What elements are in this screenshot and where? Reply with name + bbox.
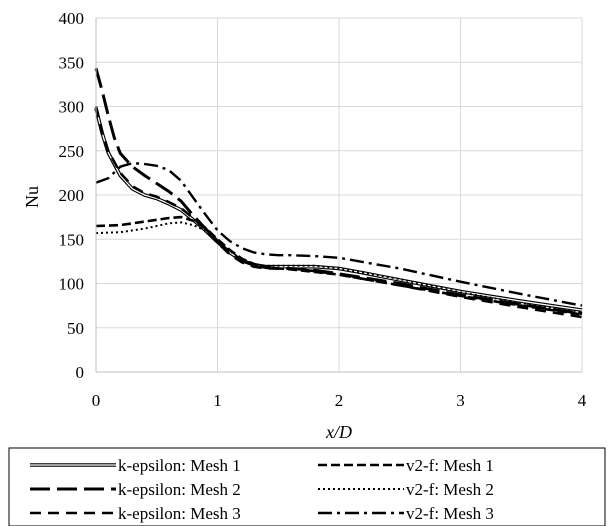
y-tick-label: 200 [59,186,85,205]
x-tick-label: 3 [456,391,465,410]
y-tick-label: 50 [67,319,84,338]
x-tick-label: 2 [335,391,344,410]
series-line [94,106,583,319]
series-k-epsilon-mesh-2 [94,68,583,316]
y-tick-label: 250 [59,142,85,161]
legend-item: k-epsilon: Mesh 1 [30,456,241,475]
grid-lines [96,17,583,372]
legend-label: k-epsilon: Mesh 1 [118,456,241,475]
x-tick-label: 4 [578,391,587,410]
legend-item: v2-f: Mesh 3 [318,504,494,523]
legend-label: v2-f: Mesh 2 [406,480,494,499]
legend-label: v2-f: Mesh 1 [406,456,494,475]
series-v2-f-mesh-3 [95,161,583,307]
legend-box [8,447,606,526]
legend-item: v2-f: Mesh 1 [318,456,494,475]
series-line [95,221,583,314]
y-tick-label: 150 [59,230,85,249]
series-k-epsilon-mesh-3 [94,106,583,319]
legend-label: k-epsilon: Mesh 3 [118,504,241,523]
axes [95,18,582,373]
y-tick-labels: 0 50 100 150 200 250 300 350 400 [59,9,85,382]
series-layer [94,68,583,319]
x-axis-label: x/D [325,422,352,442]
series-v2-f-mesh-2 [95,221,583,314]
y-axis-label: Nu [22,186,42,208]
series-line [94,68,583,316]
y-tick-label: 400 [59,9,85,28]
x-tick-label: 0 [92,391,101,410]
x-tick-labels: 0 1 2 3 4 [92,391,587,410]
legend-item: k-epsilon: Mesh 2 [30,480,241,499]
y-tick-label: 300 [59,98,85,117]
x-tick-label: 1 [213,391,222,410]
legend: k-epsilon: Mesh 1 v2-f: Mesh 1 k-epsilon: … [8,447,606,526]
series-line [95,161,583,307]
y-tick-label: 350 [59,53,85,72]
legend-label: v2-f: Mesh 3 [406,504,494,523]
legend-label: k-epsilon: Mesh 2 [118,480,241,499]
y-tick-label: 100 [59,275,85,294]
y-tick-label: 0 [76,363,85,382]
legend-item: k-epsilon: Mesh 3 [30,504,241,523]
legend-item: v2-f: Mesh 2 [318,480,494,499]
